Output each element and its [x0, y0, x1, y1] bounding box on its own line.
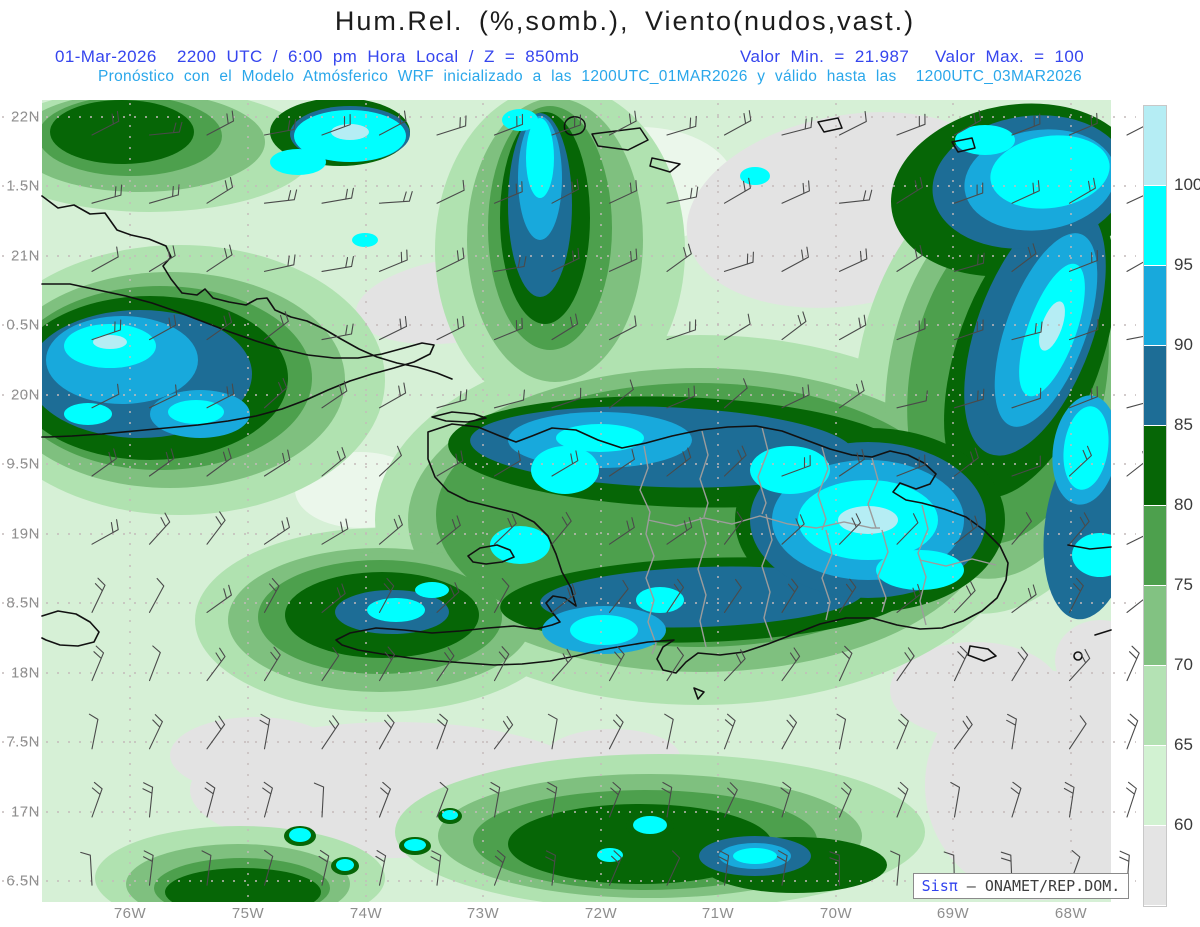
valid-time-text: 01-Mar-2026 2200 UTC / 6:00 pm Hora Loca… — [55, 47, 580, 66]
saona-island — [967, 645, 997, 662]
puerto-rico-coast — [1067, 544, 1112, 636]
lat-tick-label: 19N — [10, 525, 40, 543]
credit-box: Sisπ – ONAMET/REP.DOM. — [913, 873, 1129, 899]
lon-tick-label: 75W — [231, 905, 265, 922]
humidity-colorbar — [1143, 105, 1167, 907]
value-min-text: Valor Min. = 21.987 — [740, 47, 910, 66]
colorbar-value-label: 90 — [1174, 335, 1193, 354]
colorbar-segment — [1144, 266, 1166, 346]
lat-tick-label: 7.5N — [6, 733, 40, 751]
colorbar-value-label: 85 — [1174, 415, 1193, 434]
lat-tick-label: 18N — [10, 664, 40, 682]
lat-tick-label: 0.5N — [6, 316, 40, 334]
lat-tick-label: 8.5N — [6, 594, 40, 612]
gonave-island — [467, 544, 515, 565]
colorbar-segment — [1144, 666, 1166, 746]
lat-tick-label: 1.5N — [6, 177, 40, 195]
colorbar-value-label: 65 — [1174, 735, 1193, 754]
lat-tick-label: 21N — [10, 247, 40, 265]
haiti-dr-border — [639, 445, 657, 655]
lat-tick-label: 22N — [10, 108, 40, 126]
lat-tick-label: 9.5N — [6, 455, 40, 473]
colorbar-value-label: 75 — [1174, 575, 1193, 594]
humidity-shaded-field — [42, 100, 1111, 902]
colorbar-segment — [1144, 506, 1166, 586]
lon-tick-label: 71W — [701, 905, 735, 922]
model-init-text: Pronóstico con el Modelo Atmósferico WRF… — [98, 68, 1082, 85]
beata-island — [693, 687, 705, 700]
lon-tick-label: 68W — [1054, 905, 1088, 922]
lat-tick-label: 17N — [10, 803, 40, 821]
lon-tick-label: 74W — [349, 905, 383, 922]
lon-tick-label: 73W — [466, 905, 500, 922]
sispi-logo: Sisπ — [921, 877, 958, 895]
lat-tick-label: 6.5N — [6, 872, 40, 890]
lon-tick-label: 76W — [113, 905, 147, 922]
colorbar-segment — [1144, 746, 1166, 826]
onamet-credit: – ONAMET/REP.DOM. — [957, 877, 1121, 895]
graticule-grid — [2, 103, 1136, 901]
colorbar-segment — [1144, 106, 1166, 186]
page-title: Hum.Rel. (%,somb.), Viento(nudos,vast.) — [334, 6, 916, 36]
colorbar-segment — [1144, 346, 1166, 426]
colorbar-segment — [1144, 426, 1166, 506]
tortuga-island — [431, 411, 487, 423]
colorbar-segment — [1144, 826, 1166, 906]
colorbar-value-label: 80 — [1174, 495, 1193, 514]
jamaica-coastline — [41, 610, 100, 647]
cuba-coastline — [41, 283, 435, 438]
lon-tick-label: 72W — [584, 905, 618, 922]
wind-barbs — [80, 109, 1159, 886]
colorbar-value-label: 100 — [1174, 175, 1200, 194]
bahamas-coastline — [41, 195, 453, 380]
lon-tick-label: 69W — [936, 905, 970, 922]
value-max-text: Valor Max. = 100 — [935, 47, 1085, 66]
colorbar-value-label: 70 — [1174, 655, 1193, 674]
colorbar-segment — [1144, 186, 1166, 266]
colorbar-value-label: 60 — [1174, 815, 1193, 834]
colorbar-value-label: 95 — [1174, 255, 1193, 274]
lon-tick-label: 70W — [819, 905, 853, 922]
turks-caicos-islands — [563, 116, 976, 173]
lat-tick-label: 20N — [10, 386, 40, 404]
colorbar-segment — [1144, 586, 1166, 666]
